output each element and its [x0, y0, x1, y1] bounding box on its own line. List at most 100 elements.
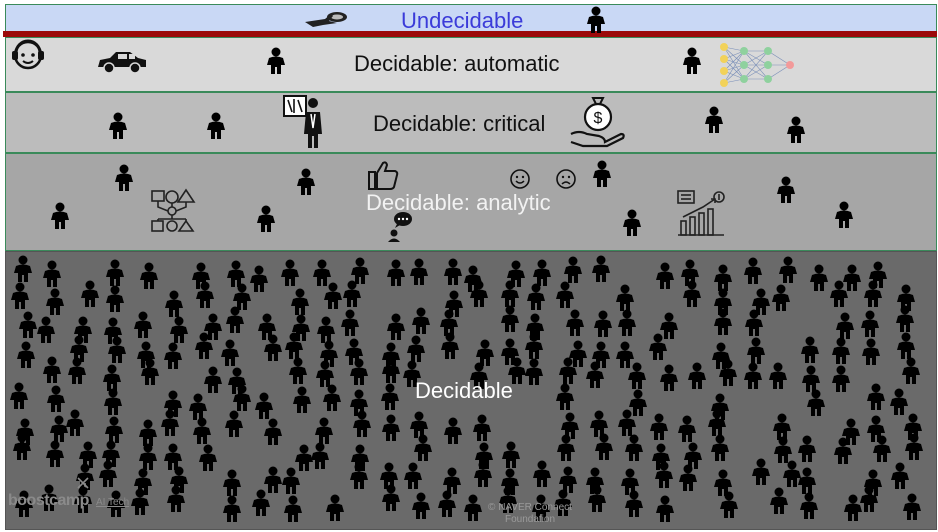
band-label-undecidable: Undecidable [401, 8, 524, 33]
person-icon [17, 341, 35, 368]
person-icon [587, 6, 605, 33]
person-icon [475, 442, 493, 469]
person-icon [223, 469, 241, 496]
person-icon [779, 256, 797, 283]
person-icon [559, 357, 577, 384]
person-icon [801, 336, 819, 363]
person-icon [343, 280, 361, 307]
person-icon [625, 490, 643, 517]
person-icon [744, 257, 762, 284]
person-icon [161, 409, 179, 436]
person-icon [532, 494, 550, 521]
person-icon [14, 255, 32, 282]
person-icon [508, 357, 526, 384]
person-icon [193, 417, 211, 444]
person-icon [313, 259, 331, 286]
person-icon [752, 458, 770, 485]
person-icon [720, 491, 738, 518]
person-icon [381, 383, 399, 410]
person-icon [714, 264, 732, 291]
person-icon [656, 495, 674, 522]
person-icon [311, 442, 329, 469]
person-icon [533, 259, 551, 286]
doctor-xray-icon [283, 95, 322, 148]
person-icon [70, 335, 88, 362]
person-icon [164, 342, 182, 369]
person-icon [103, 364, 121, 391]
person-icon [199, 444, 217, 471]
person-icon [623, 209, 641, 236]
person-icon [109, 112, 127, 139]
person-icon [683, 47, 701, 74]
copyright-watermark: © NAVER Connect Foundation [470, 502, 590, 526]
person-icon [683, 280, 701, 307]
person-icon [501, 280, 519, 307]
speech-person-icon [388, 212, 412, 242]
person-icon [50, 415, 68, 442]
person-icon [139, 419, 157, 446]
person-icon [473, 414, 491, 441]
person-icon [323, 384, 341, 411]
person-icon [843, 264, 861, 291]
person-icon [10, 382, 28, 409]
person-icon [281, 259, 299, 286]
person-icon [896, 305, 914, 332]
person-icon [316, 360, 334, 387]
person-icon [527, 283, 545, 310]
person-icon [656, 262, 674, 289]
watermark-brand-sub: AI Tech [96, 497, 130, 508]
person-icon [769, 362, 787, 389]
person-icon [19, 311, 37, 338]
person-icon [403, 360, 421, 387]
person-icon [47, 385, 65, 412]
person-icon [618, 309, 636, 336]
person-icon [629, 389, 647, 416]
person-icon [800, 492, 818, 519]
person-icon [897, 332, 915, 359]
person-icon [862, 338, 880, 365]
person-icon [295, 444, 313, 471]
person-icon [860, 485, 878, 512]
person-icon [204, 313, 222, 340]
person-icon [832, 337, 850, 364]
person-icon [810, 264, 828, 291]
person-icon [106, 259, 124, 286]
person-icon [105, 416, 123, 443]
person-icon [285, 332, 303, 359]
person-icon [836, 312, 854, 339]
person-icon [170, 316, 188, 343]
svg-text:$: $ [594, 110, 603, 127]
band-undecidable: Undecidable [5, 4, 937, 34]
person-icon [556, 281, 574, 308]
person-icon [774, 436, 792, 463]
person-icon [350, 358, 368, 385]
person-icon [106, 285, 124, 312]
person-icon [747, 337, 765, 364]
person-icon [443, 467, 461, 494]
person-icon [165, 290, 183, 317]
person-icon [714, 288, 732, 315]
person-icon [264, 334, 282, 361]
person-icon [832, 365, 850, 392]
person-icon [438, 490, 456, 517]
smile-face-icon [510, 169, 530, 189]
band-label-decidable: Decidable [415, 378, 513, 403]
person-icon [141, 358, 159, 385]
person-icon [719, 359, 737, 386]
person-icon [167, 485, 185, 512]
person-icon [711, 434, 729, 461]
person-icon [594, 310, 612, 337]
neural-network-icon [720, 43, 794, 87]
person-icon [777, 176, 795, 203]
person-icon [382, 414, 400, 441]
person-icon [897, 284, 915, 311]
watermark-brand: boostcamp [8, 492, 89, 509]
person-icon [317, 316, 335, 343]
person-icon [223, 495, 241, 522]
person-icon [252, 489, 270, 516]
airplane-icon [305, 12, 347, 27]
person-icon [844, 494, 862, 521]
person-icon [134, 311, 152, 338]
person-icon [257, 205, 275, 232]
close-mark-icon [77, 477, 89, 489]
